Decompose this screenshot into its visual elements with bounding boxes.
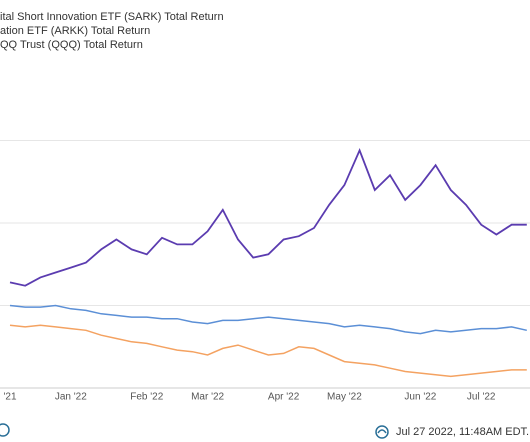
legend-entry: QQ Trust (QQQ) Total Return	[0, 39, 143, 51]
x-tick-label: Mar '22	[191, 392, 224, 403]
legend-entry: ital Short Innovation ETF (SARK) Total R…	[0, 11, 224, 23]
x-tick-label: Feb '22	[130, 392, 163, 403]
series-line	[9, 324, 527, 378]
series-line	[9, 304, 527, 335]
x-tick-label: '21	[3, 392, 16, 403]
plot: '21 Jan '22 Feb '22 Mar '22 Apr '22 May '22 Ju…	[0, 11, 530, 403]
x-tick-label: Jul '22	[467, 392, 496, 403]
x-tick-label: Jun '22	[404, 392, 436, 403]
legend-entry: ation ETF (ARKK) Total Return	[0, 25, 150, 37]
footer-logo	[0, 423, 389, 439]
x-tick-label: Jan '22	[55, 392, 87, 403]
x-tick-label: Apr '22	[268, 392, 300, 403]
footer-text: Jul 27 2022, 11:48AM EDT. Powered by	[396, 426, 530, 438]
series-line	[9, 148, 527, 287]
x-tick-label: May '22	[327, 392, 362, 403]
